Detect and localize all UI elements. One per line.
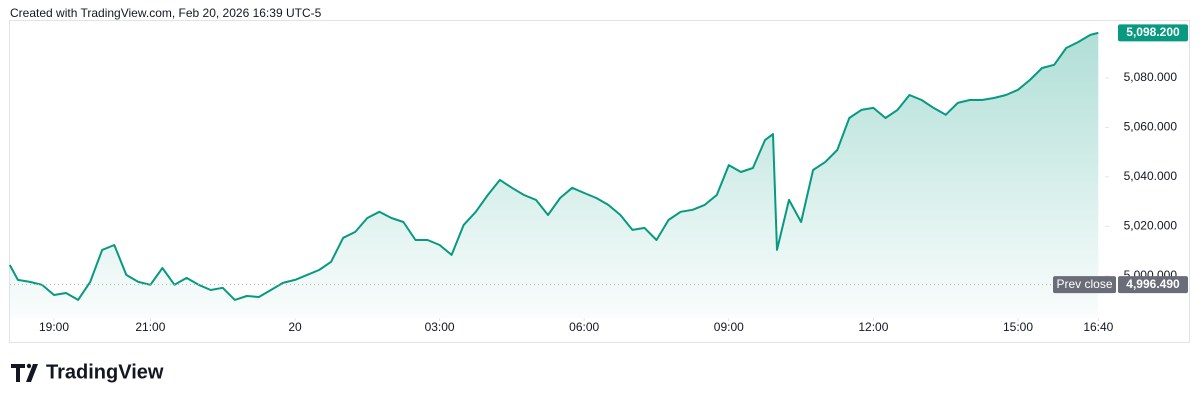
y-tick-label: 5,060.000 <box>1124 120 1178 134</box>
x-tick-label: 06:00 <box>569 320 599 334</box>
x-tick-label: 03:00 <box>425 320 455 334</box>
y-tick-label: 5,040.000 <box>1124 169 1178 183</box>
chart-frame <box>9 20 1190 343</box>
header-text: Created with TradingView.com, Feb 20, 20… <box>10 6 322 20</box>
x-tick-label: 20 <box>288 320 302 334</box>
prev-close-value-box <box>1118 276 1188 294</box>
y-tick-label: 5,080.000 <box>1124 70 1178 84</box>
logo-text: TradingView <box>46 361 164 383</box>
x-tick-label: 16:40 <box>1083 320 1113 334</box>
y-tick-label: 5,020.000 <box>1124 219 1178 233</box>
x-tick-label: 12:00 <box>858 320 888 334</box>
logo: TradingView <box>11 361 164 383</box>
area <box>9 32 1099 319</box>
plot-area: 5,000.0005,020.0005,040.0005,060.0005,08… <box>8 24 1188 334</box>
x-tick-label: 19:00 <box>39 320 69 334</box>
logo-icon <box>11 364 25 382</box>
prev-close-label: Prev close <box>1056 277 1112 291</box>
last-price-label: 5,098.200 <box>1126 25 1180 39</box>
x-tick-label: 15:00 <box>1003 320 1033 334</box>
prev-close-tag <box>1053 276 1116 294</box>
logo-icon <box>26 364 38 382</box>
price-line <box>8 31 1099 301</box>
x-tick-label: 21:00 <box>135 320 165 334</box>
last-price-box <box>1118 24 1188 42</box>
x-tick-label: 09:00 <box>714 320 744 334</box>
prev-close-value: 4,996.490 <box>1126 277 1180 291</box>
logo-icon <box>26 363 32 369</box>
